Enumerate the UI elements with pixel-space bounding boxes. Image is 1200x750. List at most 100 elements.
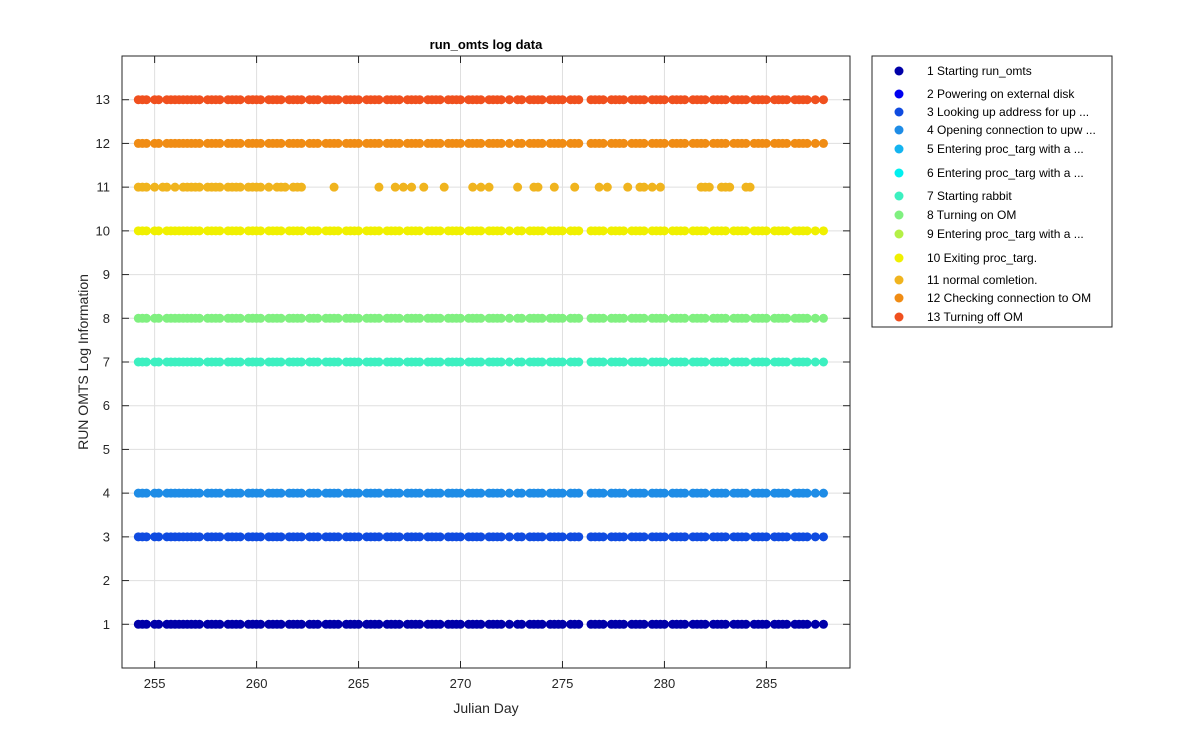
data-point — [496, 226, 506, 236]
data-point — [235, 95, 245, 105]
data-point — [598, 95, 608, 105]
data-point — [574, 357, 584, 367]
legend-label: 5 Entering proc_targ with a ... — [927, 142, 1084, 156]
data-point — [782, 313, 792, 323]
data-point — [659, 488, 669, 498]
x-tick-label: 255 — [144, 676, 166, 691]
data-point — [537, 138, 547, 148]
data-point — [761, 619, 771, 629]
data-point — [537, 619, 547, 629]
data-point — [517, 138, 527, 148]
data-point — [296, 488, 306, 498]
data-point — [557, 138, 567, 148]
data-point — [415, 357, 425, 367]
data-point — [276, 532, 286, 542]
data-point — [415, 313, 425, 323]
data-point — [810, 488, 820, 498]
data-point — [394, 357, 404, 367]
legend-item: 5 Entering proc_targ with a ... — [894, 142, 1084, 156]
data-point — [194, 357, 204, 367]
data-point — [141, 226, 151, 236]
data-point — [619, 226, 629, 236]
data-point — [639, 619, 649, 629]
data-point — [439, 182, 449, 192]
data-point — [256, 313, 266, 323]
data-point — [782, 357, 792, 367]
data-point — [374, 532, 384, 542]
data-point — [264, 182, 274, 192]
data-point — [782, 138, 792, 148]
data-point — [680, 226, 690, 236]
data-point — [659, 226, 669, 236]
data-point — [435, 532, 445, 542]
legend-label: 8 Turning on OM — [927, 208, 1016, 222]
data-point — [374, 226, 384, 236]
data-point — [741, 488, 751, 498]
x-tick-label: 270 — [450, 676, 472, 691]
data-point — [194, 488, 204, 498]
data-point — [141, 138, 151, 148]
y-tick-label: 11 — [97, 180, 111, 195]
legend-label: 13 Turning off OM — [927, 310, 1023, 324]
data-point — [802, 532, 812, 542]
data-point — [659, 532, 669, 542]
data-point — [504, 532, 514, 542]
data-point — [700, 532, 710, 542]
data-point — [235, 182, 245, 192]
data-point — [141, 532, 151, 542]
data-point — [659, 138, 669, 148]
series-1 — [133, 619, 828, 629]
data-point — [154, 95, 164, 105]
data-point — [333, 138, 343, 148]
data-point — [802, 313, 812, 323]
data-point — [170, 182, 180, 192]
data-point — [215, 532, 225, 542]
data-point — [802, 95, 812, 105]
y-tick-label: 10 — [96, 223, 110, 238]
legend-item: 8 Turning on OM — [894, 208, 1016, 222]
legend-marker — [894, 107, 904, 117]
data-point — [354, 357, 364, 367]
data-point — [782, 619, 792, 629]
data-point — [761, 532, 771, 542]
data-point — [415, 138, 425, 148]
x-tick-label: 280 — [654, 676, 676, 691]
data-point — [313, 357, 323, 367]
data-point — [374, 357, 384, 367]
data-point — [700, 313, 710, 323]
data-point — [533, 182, 543, 192]
data-point — [435, 488, 445, 498]
data-point — [818, 138, 828, 148]
data-point — [704, 182, 714, 192]
data-point — [619, 95, 629, 105]
data-point — [394, 313, 404, 323]
legend-label: 9 Entering proc_targ with a ... — [927, 227, 1084, 241]
data-point — [639, 313, 649, 323]
data-point — [296, 532, 306, 542]
series-8 — [133, 313, 828, 323]
legend-marker — [894, 253, 904, 263]
data-point — [456, 313, 466, 323]
data-point — [721, 619, 731, 629]
y-tick-label: 2 — [103, 573, 110, 588]
data-point — [374, 95, 384, 105]
data-point — [194, 226, 204, 236]
data-point — [276, 488, 286, 498]
data-point — [256, 488, 266, 498]
data-point — [415, 619, 425, 629]
data-point — [810, 619, 820, 629]
legend-marker — [894, 191, 904, 201]
data-point — [476, 138, 486, 148]
legend-label: 2 Powering on external disk — [927, 87, 1075, 101]
data-point — [680, 532, 690, 542]
data-point — [496, 138, 506, 148]
data-point — [407, 182, 417, 192]
data-point — [574, 619, 584, 629]
data-point — [513, 182, 523, 192]
legend-label: 10 Exiting proc_targ. — [927, 251, 1037, 265]
data-point — [394, 532, 404, 542]
data-point — [639, 226, 649, 236]
legend-label: 3 Looking up address for up ... — [927, 105, 1089, 119]
data-point — [276, 357, 286, 367]
